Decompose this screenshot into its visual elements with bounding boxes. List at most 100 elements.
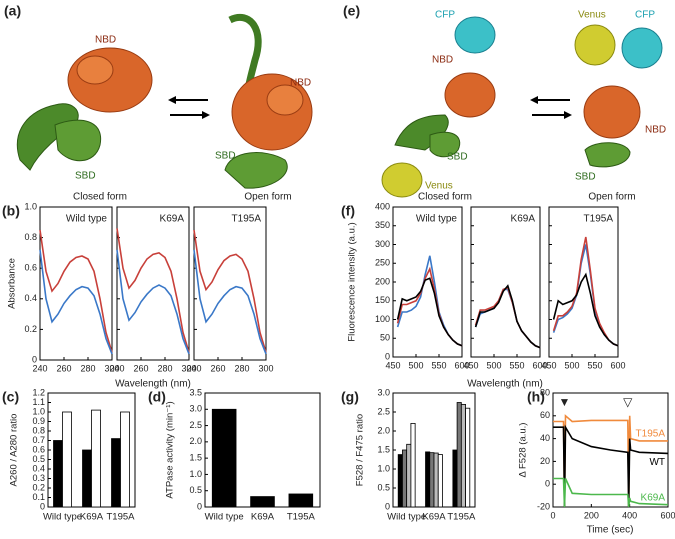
x-tick-label: 400 (622, 510, 637, 520)
bar (397, 454, 403, 508)
y-tick-label: 300 (375, 239, 390, 249)
panel-label: (h) (527, 389, 545, 405)
y-tick-label: 1.5 (189, 453, 202, 463)
y-tick-label: 1.5 (377, 444, 390, 454)
y-tick-label: 3.0 (189, 404, 202, 414)
data-line (474, 288, 541, 349)
bar (82, 449, 92, 508)
y-tick-label: 0.6 (32, 444, 45, 454)
y-tick-label: 0.5 (377, 482, 390, 492)
form-label: Closed form (418, 192, 472, 203)
x-tick-label: 550 (587, 360, 602, 370)
bar (460, 403, 466, 508)
y-tick-label: 400 (375, 201, 390, 211)
y-tick-label: 1.0 (189, 469, 202, 479)
data-line (116, 228, 190, 353)
x-tick-label: K69A (251, 512, 275, 523)
domain-label: NBD (290, 78, 311, 89)
plot-frame (193, 206, 267, 361)
plot-frame (548, 206, 619, 358)
x-tick-label: 260 (133, 363, 148, 373)
bar (465, 407, 471, 508)
y-tick-label: 0 (385, 351, 390, 361)
x-tick-label: Wild type (43, 512, 82, 523)
structure-art (381, 16, 663, 198)
y-tick-label: 1.2 (32, 387, 45, 397)
plot-frame (116, 206, 190, 361)
subplot-title: K69A (511, 214, 536, 225)
bar (433, 452, 439, 508)
bar (120, 411, 130, 508)
y-tick-label: 150 (375, 295, 390, 305)
bar (456, 402, 462, 508)
bar (53, 440, 63, 508)
y-tick-label: 2.0 (189, 436, 202, 446)
y-tick-label: 1.0 (32, 406, 45, 416)
y-tick-label: 0.1 (32, 492, 45, 502)
bar (211, 408, 237, 508)
y-tick-label: 3.5 (189, 387, 202, 397)
bar (406, 443, 412, 508)
subplot-title: T195A (584, 214, 614, 225)
x-tick-label: 300 (104, 363, 119, 373)
data-line (39, 229, 113, 353)
bar (91, 409, 101, 508)
y-tick-label: 1.0 (377, 463, 390, 473)
y-axis-label: Δ F528 (a.u.) (518, 423, 529, 478)
x-tick-label: 260 (56, 363, 71, 373)
x-tick-label: 260 (210, 363, 225, 373)
y-tick-label: 1.1 (32, 397, 45, 407)
x-tick-label: 550 (509, 360, 524, 370)
y-tick-label: 350 (375, 220, 390, 230)
y-tick-label: 0 (197, 501, 202, 511)
data-line (396, 277, 463, 347)
domain-label: NBD (95, 35, 116, 46)
y-tick-label: 3.0 (377, 387, 390, 397)
bar (288, 493, 314, 508)
panel-label: (e) (343, 3, 360, 19)
plot-frame (552, 392, 669, 508)
series-label: WT (649, 457, 665, 468)
structure-art (16, 14, 313, 189)
plot-frame (392, 206, 463, 358)
x-tick-label: 200 (584, 510, 599, 520)
domain-label: NBD (645, 125, 666, 136)
form-label: Closed form (73, 192, 127, 203)
y-tick-label: 0.7 (32, 435, 45, 445)
y-tick-label: 0.8 (32, 425, 45, 435)
domain-label: Venus (425, 181, 453, 192)
x-tick-label: 500 (486, 360, 501, 370)
data-line (552, 236, 619, 347)
data-line (552, 244, 619, 347)
x-tick-label: 600 (660, 510, 675, 520)
x-axis-label: Wavelength (nm) (115, 379, 191, 390)
x-tick-label: T195A (107, 512, 136, 523)
data-line (553, 477, 669, 508)
y-tick-label: 0.3 (32, 473, 45, 483)
y-axis-label: F528 / F475 ratio (355, 414, 366, 486)
data-line (474, 286, 541, 349)
y-tick-label: -20 (537, 501, 550, 511)
y-axis-label: A260 / A280 ratio (9, 414, 20, 487)
domain-label: SBD (575, 172, 596, 183)
x-tick-label: 300 (258, 363, 273, 373)
domain-label: SBD (75, 171, 96, 182)
bar (425, 451, 431, 508)
annotation: ▼ (559, 395, 571, 409)
y-tick-label: 60 (540, 410, 550, 420)
data-line (193, 249, 267, 355)
plot-frame (470, 206, 541, 358)
x-tick-label: 600 (454, 360, 469, 370)
bar (402, 449, 408, 508)
x-tick-label: 300 (181, 363, 196, 373)
data-line (39, 249, 113, 355)
bar (452, 449, 458, 508)
data-line (193, 229, 267, 353)
x-tick-label: 280 (80, 363, 95, 373)
x-tick-label: 500 (564, 360, 579, 370)
bar (111, 438, 121, 508)
y-tick-label: 0.8 (24, 232, 37, 242)
y-tick-label: 0 (32, 354, 37, 364)
panel-label: (g) (341, 389, 359, 405)
y-tick-label: 80 (540, 387, 550, 397)
